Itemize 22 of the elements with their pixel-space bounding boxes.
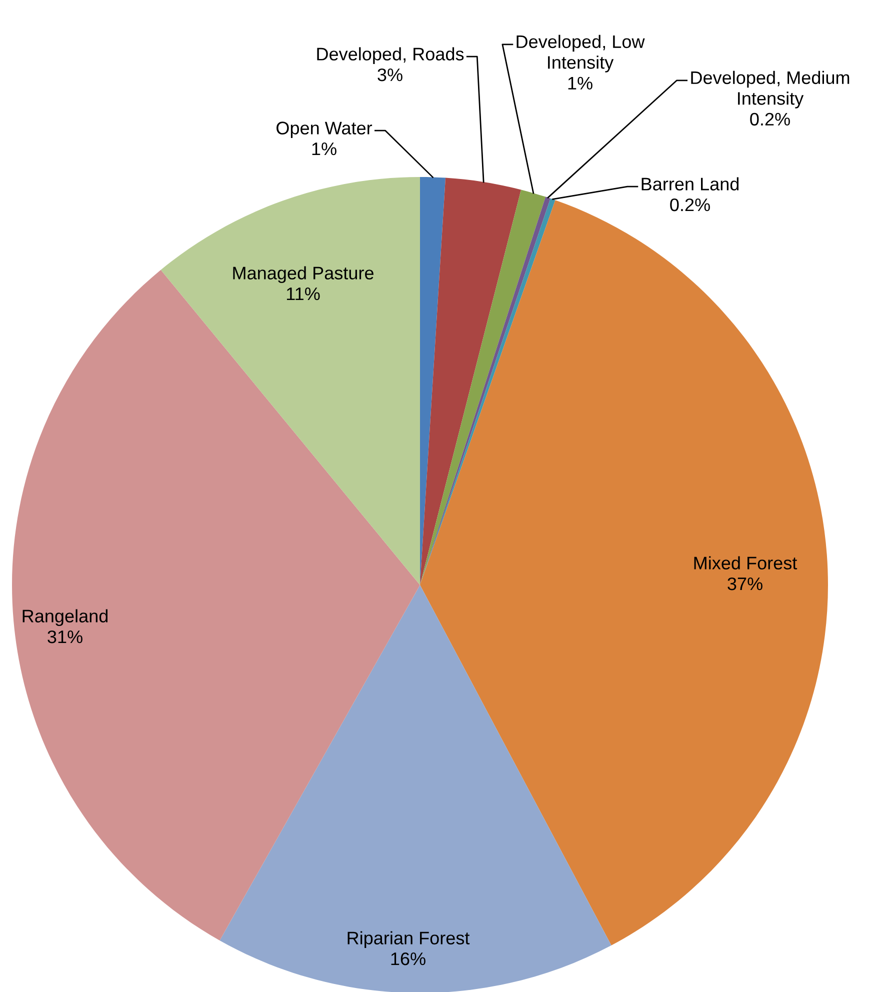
data-label: 31% [48, 630, 82, 644]
slice-label: Developed, Medium Intensity [691, 70, 850, 108]
slice-label: Rangeland [22, 609, 108, 626]
pie-slice [420, 200, 828, 946]
slice-label: Open Water [276, 122, 372, 138]
pie-slice [160, 177, 420, 585]
data-label: 1% [568, 76, 592, 90]
data-label: 3% [378, 68, 402, 82]
slice-label: Managed Pasture [233, 266, 374, 284]
slice-label: Mixed Forest [694, 556, 798, 570]
data-label: 1% [312, 142, 336, 156]
slice-label: Barren Land [642, 177, 739, 190]
slice-label: Developed, Low Intensity [516, 34, 645, 72]
slice-label: Developed, Roads [317, 47, 464, 64]
data-label: 16% [391, 952, 426, 966]
data-label: 0.2% [750, 112, 790, 126]
pie-slice [220, 585, 612, 992]
data-label: 11% [286, 288, 320, 300]
data-label: 0.2% [670, 198, 710, 212]
slice-label: Riparian Forest [348, 931, 470, 948]
data-label: 37% [728, 577, 762, 590]
pie-slice [420, 178, 522, 585]
